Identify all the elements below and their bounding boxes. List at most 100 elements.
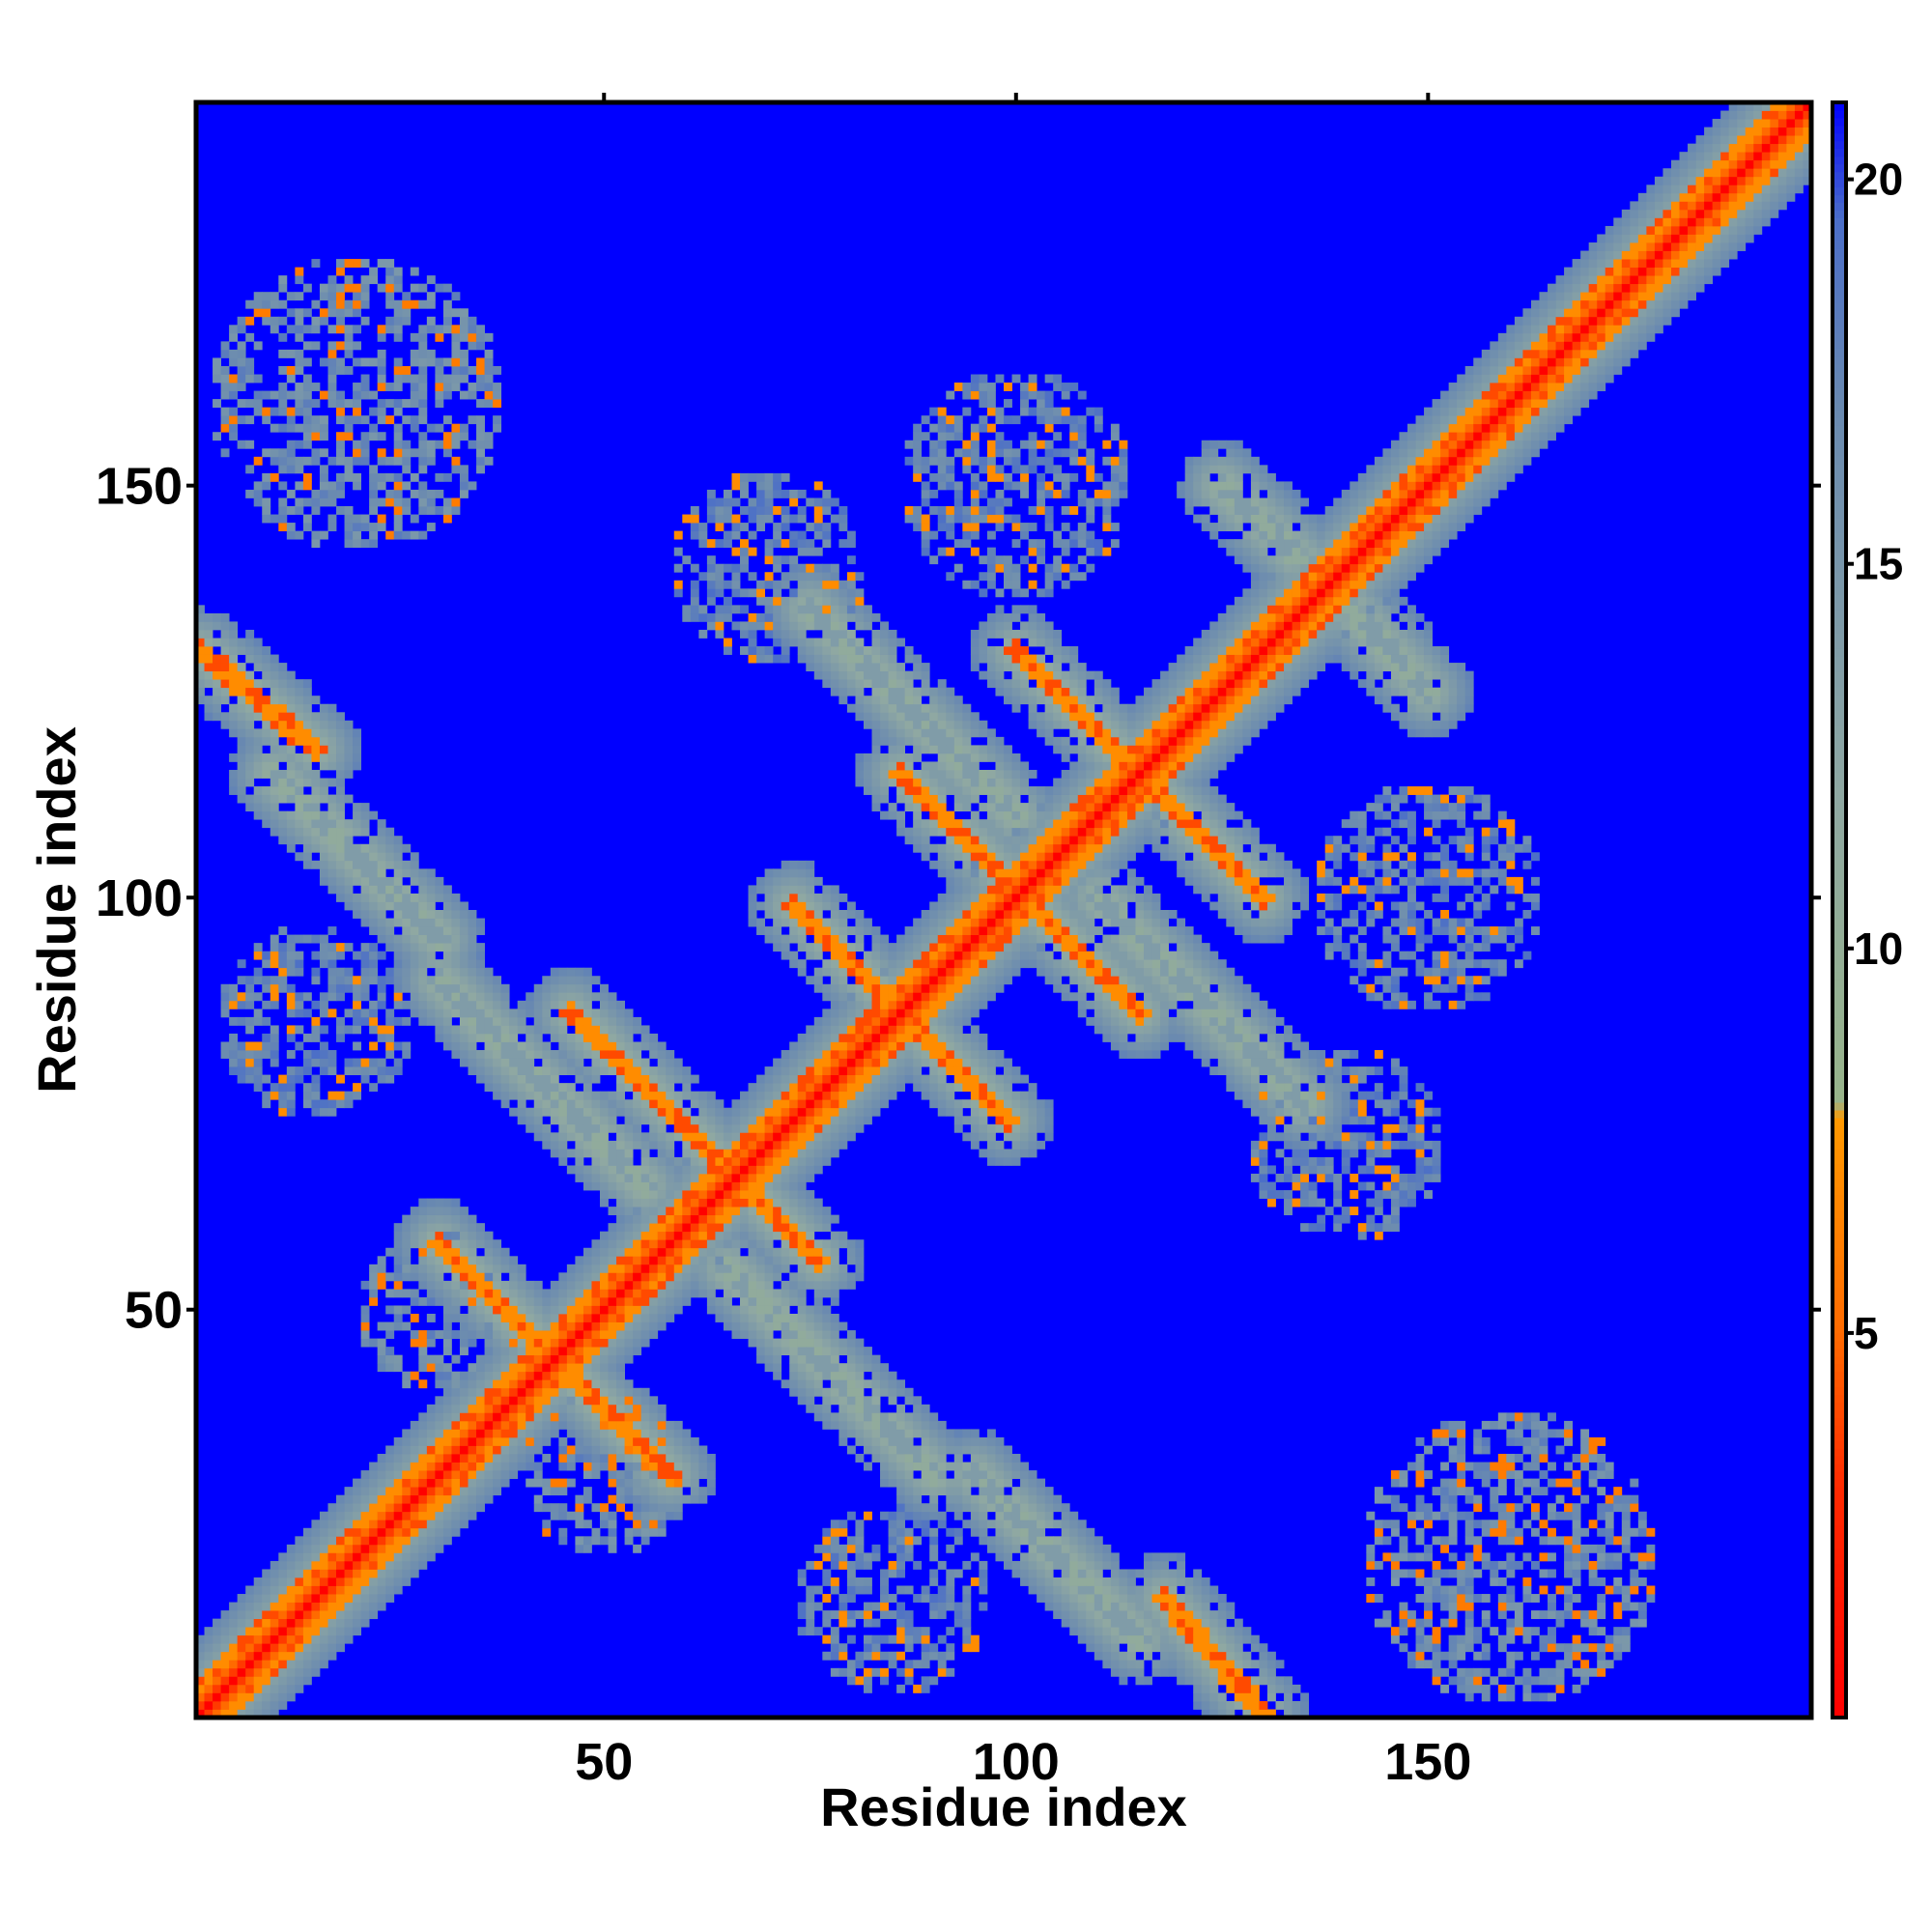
heatmap-cell	[633, 1123, 642, 1133]
heatmap-cell	[740, 547, 749, 556]
heatmap-cell	[402, 1552, 412, 1562]
heatmap-cell	[237, 794, 246, 804]
heatmap-cell	[666, 1478, 675, 1488]
heatmap-cell	[435, 357, 444, 367]
heatmap-cell	[476, 1272, 485, 1282]
heatmap-cell	[558, 1009, 568, 1018]
heatmap-cell	[402, 1436, 412, 1446]
heatmap-cell	[451, 349, 461, 358]
heatmap-cell	[830, 1239, 839, 1249]
heatmap-cell	[715, 1214, 724, 1224]
heatmap-cell	[666, 1289, 675, 1298]
heatmap-cell	[286, 365, 296, 375]
heatmap-cell	[806, 910, 815, 919]
heatmap-cell	[822, 943, 832, 952]
heatmap-cell	[336, 728, 345, 738]
heatmap-cell	[673, 1272, 683, 1282]
heatmap-cell	[418, 934, 428, 944]
heatmap-cell	[871, 663, 881, 672]
heatmap-cell	[600, 1536, 609, 1546]
heatmap-cell	[327, 1107, 337, 1117]
heatmap-cell	[797, 1239, 807, 1249]
heatmap-cell	[442, 1033, 452, 1042]
heatmap-cell	[690, 1190, 699, 1199]
heatmap-cell	[426, 901, 436, 911]
heatmap-cell	[789, 959, 799, 969]
heatmap-cell	[426, 1429, 436, 1438]
heatmap-cell	[666, 1511, 675, 1520]
heatmap-cell	[476, 1429, 485, 1438]
heatmap-cell	[377, 819, 386, 829]
heatmap-cell	[327, 497, 337, 507]
heatmap-cell	[582, 1363, 592, 1373]
heatmap-cell	[666, 1429, 675, 1438]
heatmap-cell	[336, 1618, 345, 1628]
heatmap-cell	[517, 1420, 526, 1430]
heatmap-cell	[435, 374, 444, 384]
heatmap-cell	[822, 1289, 832, 1298]
heatmap-cell	[353, 810, 362, 820]
heatmap-cell	[311, 745, 321, 754]
heatmap-cell	[517, 1396, 526, 1406]
heatmap-cell	[673, 530, 683, 540]
heatmap-cell	[500, 1256, 510, 1265]
heatmap-cell	[270, 761, 279, 771]
heatmap-cell	[302, 819, 312, 829]
heatmap-cell	[402, 976, 412, 985]
heatmap-cell	[278, 696, 288, 705]
heatmap-cell	[748, 1214, 757, 1224]
heatmap-cell	[813, 654, 823, 664]
heatmap-cell	[880, 967, 889, 977]
heatmap-cell	[435, 918, 444, 927]
heatmap-cell	[353, 456, 362, 466]
heatmap-cell	[781, 918, 790, 927]
heatmap-cell	[286, 670, 296, 680]
heatmap-cell	[542, 1371, 552, 1380]
heatmap-cell	[781, 1231, 790, 1240]
heatmap-cell	[262, 976, 271, 985]
heatmap-cell	[253, 679, 263, 689]
heatmap-cell	[846, 1511, 856, 1520]
heatmap-cell	[591, 1165, 601, 1175]
heatmap-cell	[533, 1041, 543, 1051]
heatmap-cell	[270, 1660, 279, 1669]
heatmap-cell	[286, 843, 296, 853]
heatmap-cell	[640, 1445, 650, 1455]
heatmap-cell	[262, 1676, 271, 1686]
heatmap-cell	[509, 1445, 519, 1455]
heatmap-cell	[715, 1181, 724, 1191]
heatmap-cell	[245, 761, 255, 771]
heatmap-cell	[360, 1560, 370, 1570]
heatmap-cell	[319, 876, 328, 886]
heatmap-cell	[220, 1651, 230, 1661]
heatmap-cell	[764, 539, 774, 549]
heatmap-cell	[302, 1058, 312, 1067]
heatmap-cell	[270, 728, 279, 738]
heatmap-cell	[393, 1066, 403, 1076]
heatmap-cell	[493, 1289, 502, 1298]
heatmap-cell	[542, 1083, 552, 1093]
heatmap-cell	[764, 506, 774, 515]
heatmap-cell	[278, 1594, 288, 1603]
heatmap-cell	[600, 1330, 609, 1339]
heatmap-cell	[385, 489, 395, 498]
heatmap-cell	[369, 967, 379, 977]
heatmap-cell	[863, 778, 872, 787]
heatmap-cell	[748, 654, 757, 664]
heatmap-cell	[270, 1634, 279, 1644]
heatmap-cell	[542, 1314, 552, 1322]
heatmap-cell	[558, 1338, 568, 1348]
heatmap-cell	[418, 983, 428, 993]
heatmap-cell	[393, 1239, 403, 1249]
heatmap-cell	[682, 1149, 692, 1158]
heatmap-cell	[377, 383, 386, 391]
heatmap-cell	[649, 1264, 659, 1273]
heatmap-cell	[278, 1585, 288, 1595]
heatmap-cell	[262, 720, 271, 729]
heatmap-cell	[616, 1321, 625, 1331]
heatmap-cell	[822, 654, 832, 664]
heatmap-cell	[442, 1420, 452, 1430]
heatmap-cell	[286, 967, 296, 977]
heatmap-cell	[797, 1198, 807, 1208]
heatmap-cell	[493, 1371, 502, 1380]
